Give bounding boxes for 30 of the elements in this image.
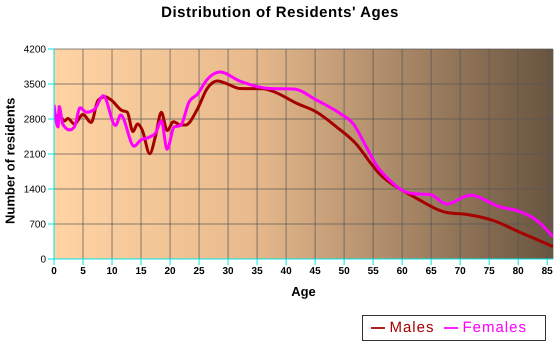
x-tick-label: 5 xyxy=(80,266,86,278)
chart-title: Distribution of Residents' Ages xyxy=(160,4,400,21)
x-tick-label: 75 xyxy=(484,266,496,278)
x-tick-label: 70 xyxy=(454,266,466,278)
x-tick-label: 15 xyxy=(135,266,148,278)
x-tick-label: 55 xyxy=(368,266,380,278)
y-tick-label: 0 xyxy=(40,254,46,266)
y-axis-title: Number of residents xyxy=(2,98,18,224)
x-tick-label: 30 xyxy=(222,266,234,278)
legend-label: Males xyxy=(389,319,434,336)
y-tick-label: 2800 xyxy=(24,114,46,126)
x-tick-label: 0 xyxy=(51,266,58,278)
x-tick-label: 20 xyxy=(164,266,176,278)
x-tick-label: 65 xyxy=(426,266,438,278)
x-tick-label: 35 xyxy=(252,266,264,278)
x-tick-label: 60 xyxy=(396,266,408,278)
y-tick-label: 3500 xyxy=(24,80,46,91)
x-tick-label: 80 xyxy=(512,266,524,278)
x-tick-label: 40 xyxy=(280,266,292,278)
x-tick-label: 85 xyxy=(542,266,554,278)
y-tick-label: 700 xyxy=(29,220,46,231)
x-tick-label: 25 xyxy=(193,266,206,278)
x-axis-title: Age xyxy=(291,284,316,300)
y-tick-label: 4200 xyxy=(24,44,46,56)
y-tick-label: 1400 xyxy=(24,184,46,196)
y-tick-label: 2100 xyxy=(24,150,46,161)
x-tick-label: 45 xyxy=(310,266,322,278)
legend-label: Females xyxy=(462,319,527,336)
x-tick-label: 10 xyxy=(106,266,118,278)
x-tick-label: 50 xyxy=(338,266,350,278)
